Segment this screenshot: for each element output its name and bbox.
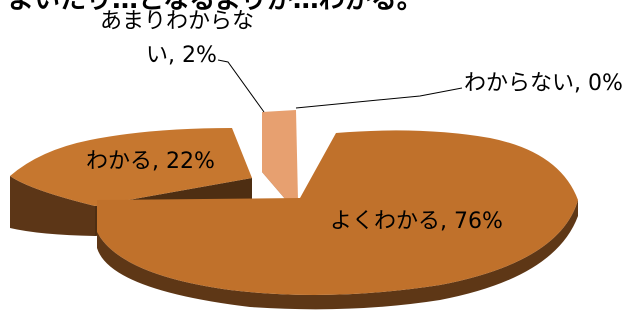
data-label-yokuwakaru: よくわかる, 76% bbox=[330, 209, 503, 234]
leader-line-amari bbox=[217, 59, 265, 113]
pie-slice-yokuwakaru-side bbox=[97, 200, 578, 310]
chart-title-fragment: よいたり…となるよりか…わかる。 bbox=[8, 0, 423, 15]
leader-line-wakaranai bbox=[295, 87, 463, 109]
pie-slice-wakaru-side bbox=[10, 176, 95, 236]
pie-slice-amari-top bbox=[262, 110, 298, 200]
data-label-wakaru: わかる, 22% bbox=[86, 149, 215, 174]
pie-slice-yokuwakaru bbox=[97, 130, 578, 310]
data-label-amari-line2: い, 2% bbox=[146, 43, 217, 68]
data-label-amari-line1: あまりわからな bbox=[100, 9, 254, 34]
pie-slice-yokuwakaru-top bbox=[97, 130, 578, 295]
data-label-wakaranai: わからない, 0% bbox=[464, 71, 623, 96]
pie-slice-amari bbox=[262, 110, 298, 200]
pie-slice-wakaru-top bbox=[10, 128, 252, 206]
